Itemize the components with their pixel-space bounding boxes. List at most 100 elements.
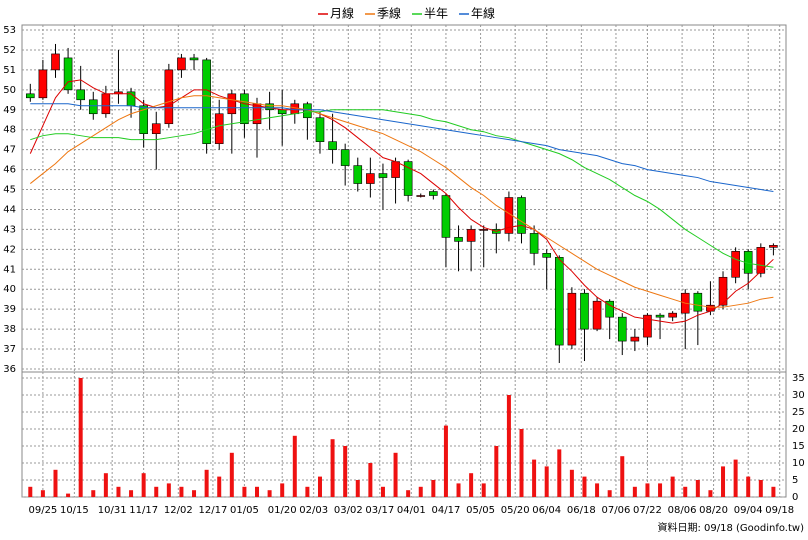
candle-body bbox=[151, 123, 161, 134]
volume-bar bbox=[418, 486, 423, 497]
volume-bar bbox=[670, 476, 675, 497]
volume-bar bbox=[733, 459, 738, 497]
y-tick-label: 40 bbox=[3, 284, 16, 295]
legend-label: 季線 bbox=[377, 6, 401, 21]
candle-body bbox=[177, 57, 186, 71]
candle-body bbox=[265, 103, 274, 111]
volume-bar bbox=[620, 456, 625, 497]
candle-body bbox=[693, 292, 703, 312]
candle-body bbox=[605, 300, 614, 318]
x-tick-label: 07/22 bbox=[633, 505, 662, 516]
volume-bar bbox=[456, 483, 461, 497]
volume-bar bbox=[380, 486, 385, 497]
volume-bar bbox=[506, 395, 511, 497]
volume-bar bbox=[557, 449, 562, 497]
candle-body bbox=[76, 89, 85, 101]
candle-body bbox=[567, 292, 577, 346]
volume-bar bbox=[595, 483, 600, 497]
volume-bar bbox=[141, 473, 146, 497]
candle-body bbox=[416, 195, 426, 197]
candle-body bbox=[25, 93, 35, 99]
volume-bar bbox=[305, 486, 310, 497]
candle-body bbox=[529, 233, 539, 254]
x-tick-label: 08/06 bbox=[668, 505, 697, 516]
y2-tick-label: 30 bbox=[792, 390, 805, 401]
x-tick-label: 12/02 bbox=[164, 505, 193, 516]
candle-body bbox=[441, 195, 451, 238]
candle-body bbox=[542, 253, 551, 258]
volume-bar bbox=[721, 466, 726, 497]
candle-body bbox=[630, 336, 640, 342]
volume-bar bbox=[519, 429, 524, 497]
candle-body bbox=[202, 59, 211, 144]
volume-bar bbox=[771, 486, 776, 497]
y-tick-label: 45 bbox=[3, 185, 16, 196]
volume-bar bbox=[78, 378, 83, 497]
candle-body bbox=[51, 53, 60, 71]
volume-bar bbox=[280, 483, 285, 497]
volume-bar bbox=[66, 493, 71, 497]
volume-bar bbox=[494, 446, 499, 497]
volume-bar bbox=[758, 480, 763, 497]
x-tick-label: 04/01 bbox=[397, 505, 426, 516]
x-tick-label: 12/17 bbox=[199, 505, 228, 516]
x-tick-label: 08/20 bbox=[699, 505, 728, 516]
candle-body bbox=[668, 312, 677, 318]
x-tick-label: 04/17 bbox=[432, 505, 461, 516]
volume-bar bbox=[53, 469, 58, 497]
volume-bar bbox=[481, 483, 486, 497]
y-tick-label: 37 bbox=[3, 344, 16, 355]
volume-bar bbox=[179, 486, 184, 497]
volume-bar bbox=[746, 476, 751, 497]
volume-bar bbox=[217, 476, 222, 497]
y-tick-label: 49 bbox=[3, 105, 16, 116]
x-tick-label: 07/06 bbox=[602, 505, 631, 516]
volume-bar bbox=[154, 486, 159, 497]
candle-body bbox=[706, 304, 715, 312]
y2-tick-label: 0 bbox=[792, 492, 798, 503]
candle-body bbox=[378, 173, 388, 178]
y2-tick-label: 5 bbox=[792, 475, 798, 486]
volume-bar bbox=[355, 480, 360, 497]
y2-tick-label: 20 bbox=[792, 424, 805, 435]
y-tick-label: 43 bbox=[3, 224, 16, 235]
volume-bar bbox=[343, 446, 348, 497]
volume-bar bbox=[607, 490, 612, 497]
ma-line bbox=[30, 109, 774, 268]
candle-body bbox=[731, 251, 740, 278]
volume-bar bbox=[166, 483, 171, 497]
candle-body bbox=[554, 257, 564, 346]
candle-body bbox=[252, 103, 262, 125]
volume-bar bbox=[129, 490, 134, 497]
volume-bar bbox=[116, 486, 121, 497]
candle-body bbox=[139, 105, 148, 134]
volume-bar bbox=[292, 435, 297, 497]
y2-tick-label: 15 bbox=[792, 441, 805, 452]
candle-body bbox=[655, 314, 665, 318]
y2-tick-label: 35 bbox=[792, 373, 805, 384]
volume-bar bbox=[330, 439, 335, 497]
volume-bar bbox=[431, 480, 436, 497]
candle-body bbox=[214, 113, 224, 144]
volume-bar bbox=[683, 486, 688, 497]
x-tick-label: 11/17 bbox=[129, 505, 158, 516]
candle-body bbox=[164, 69, 174, 125]
x-tick-label: 05/20 bbox=[501, 505, 530, 516]
candle-body bbox=[88, 99, 98, 115]
x-tick-label: 10/15 bbox=[60, 505, 89, 516]
volume-bar bbox=[229, 452, 234, 497]
volume-bar bbox=[632, 486, 637, 497]
volume-bar bbox=[406, 490, 411, 497]
candle-body bbox=[718, 276, 728, 306]
volume-bar bbox=[658, 483, 663, 497]
volume-bar bbox=[469, 473, 474, 497]
x-tick-label: 01/05 bbox=[230, 505, 259, 516]
candle-body bbox=[466, 229, 476, 242]
volume-bar bbox=[192, 490, 197, 497]
volume-bar bbox=[569, 469, 574, 497]
candle-body bbox=[277, 109, 287, 115]
y-tick-label: 39 bbox=[3, 304, 16, 315]
volume-bar bbox=[204, 469, 209, 497]
candle-body bbox=[366, 173, 375, 184]
